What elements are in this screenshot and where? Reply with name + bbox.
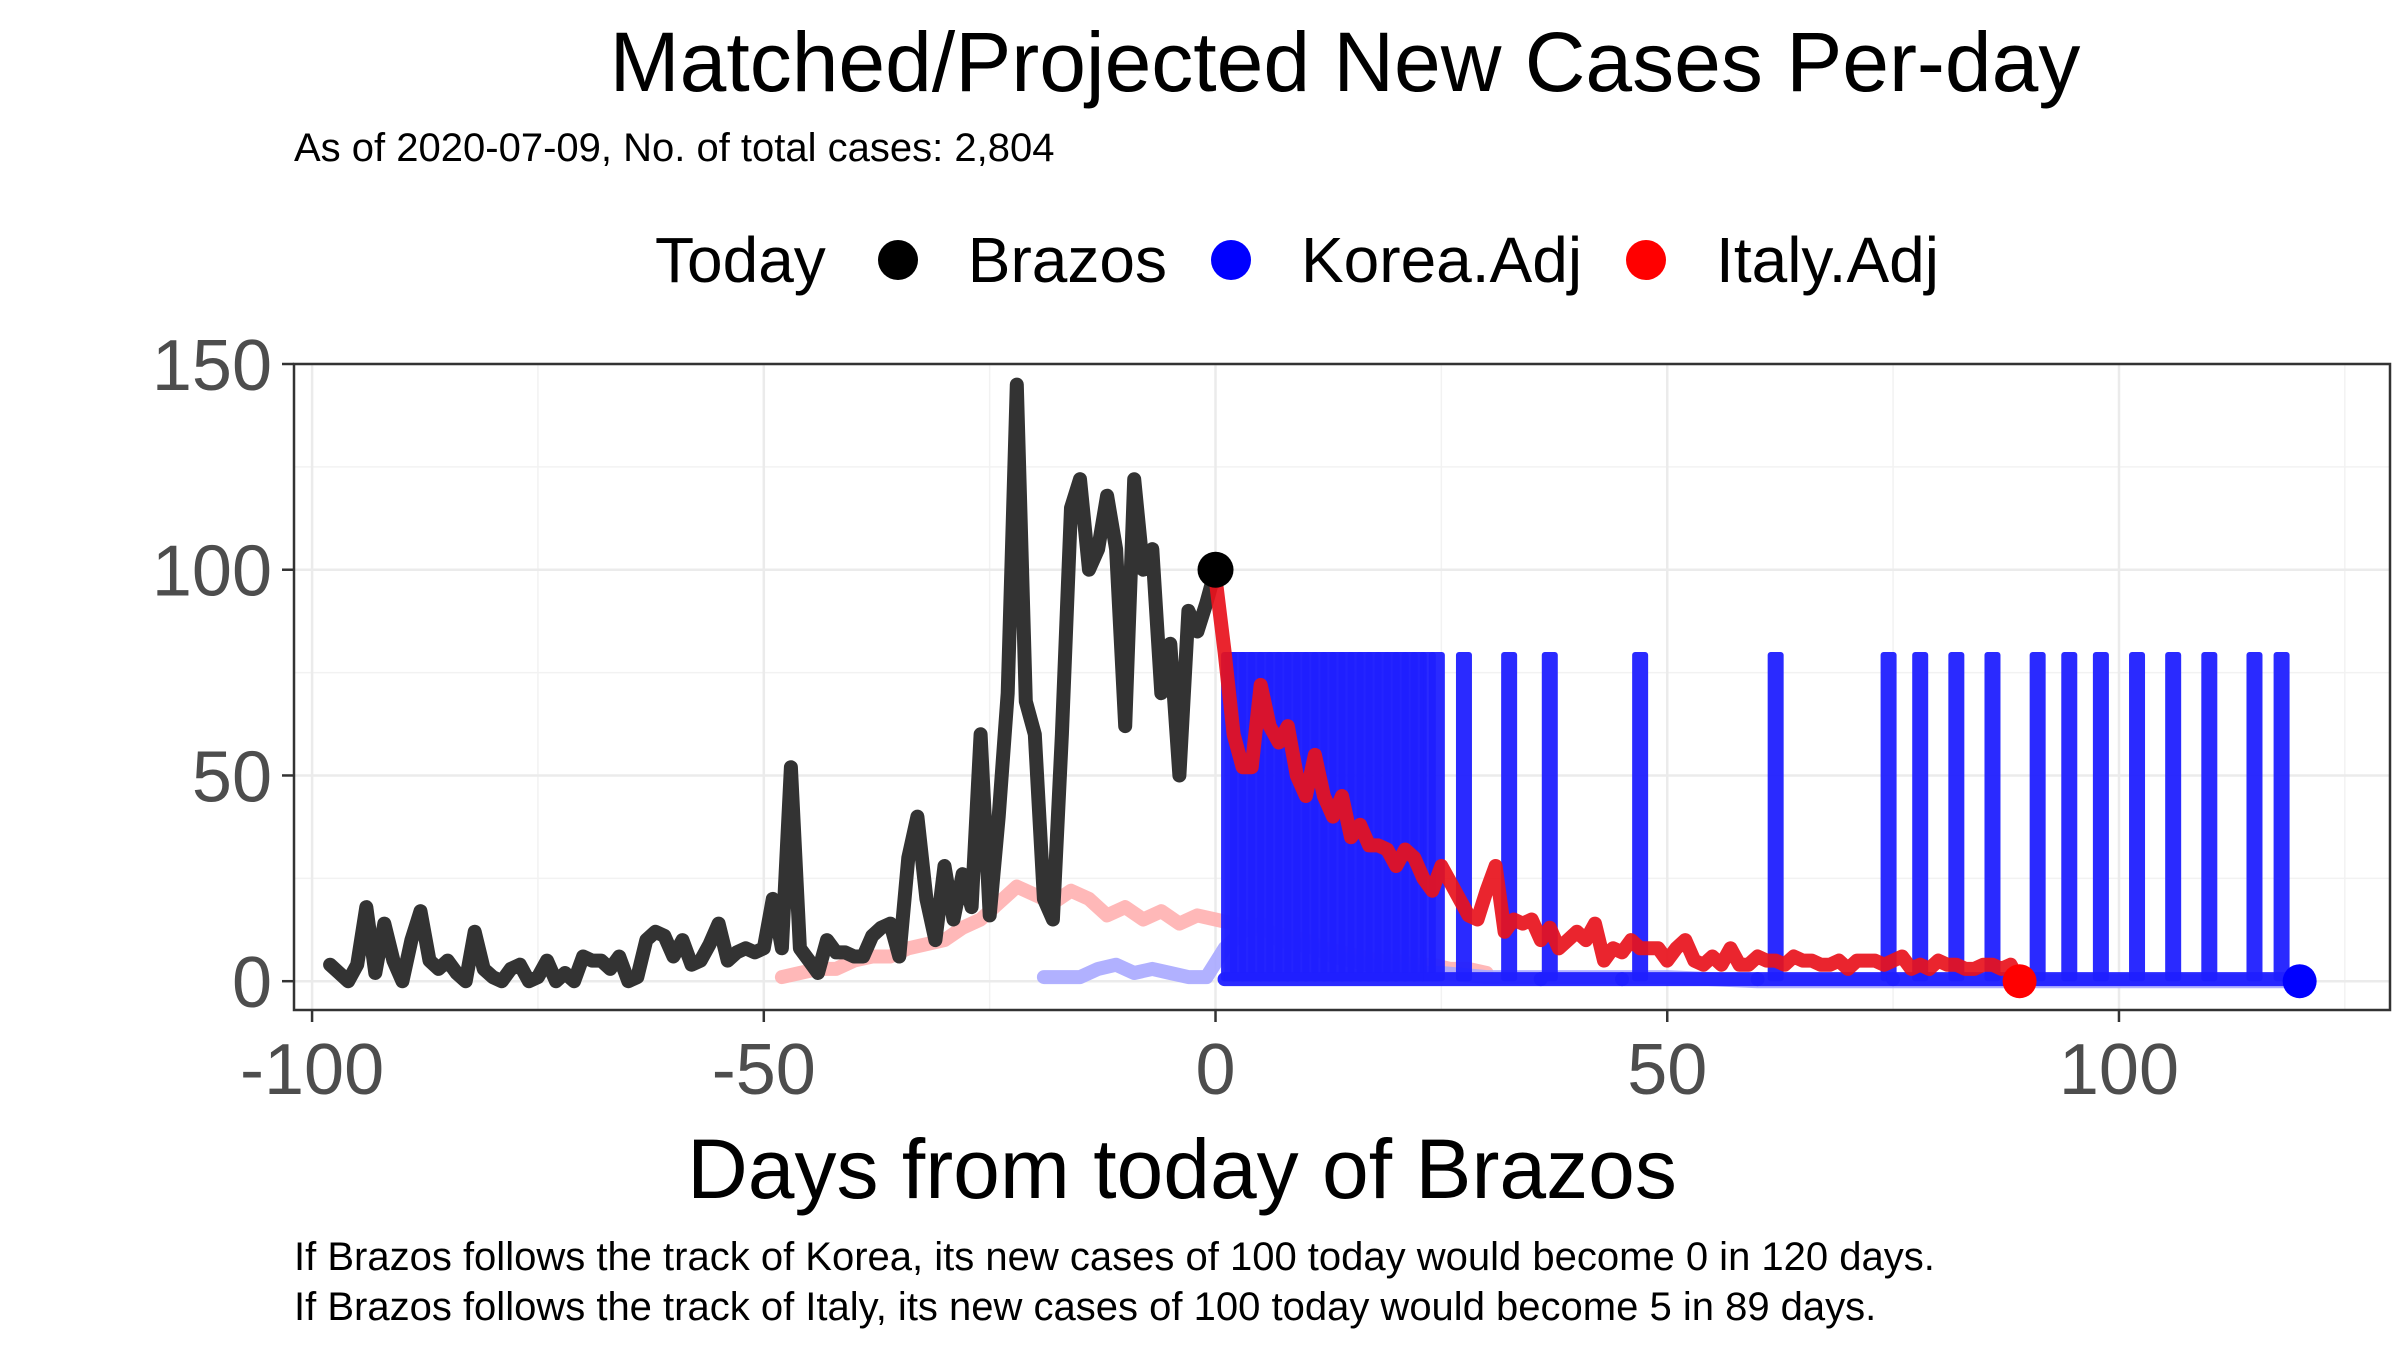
chart-title-text: Matched/Projected New Cases Per-day bbox=[609, 15, 2081, 109]
korea-spike-28 bbox=[1767, 652, 1784, 982]
legend-item-brazos: Brazos bbox=[877, 223, 1167, 297]
annotation-italy: If Brazos follows the track of Italy, it… bbox=[294, 1285, 1877, 1329]
legend-inner: Today Brazos Korea.Adj Italy.Adj bbox=[655, 215, 1983, 305]
italy-end-point bbox=[2002, 964, 2037, 999]
legend-label-italy: Italy.Adj bbox=[1716, 224, 1939, 296]
korea-spike-36 bbox=[2129, 652, 2146, 982]
chart-subtitle: As of 2020-07-09, No. of total cases: 2,… bbox=[294, 126, 1055, 170]
korea-spike-38 bbox=[2201, 652, 2218, 982]
korea-spike-32 bbox=[1984, 652, 2001, 982]
x-tick-label: 50 bbox=[1627, 1030, 1707, 1110]
legend-title: Today bbox=[655, 224, 826, 296]
x-tick-label: -50 bbox=[712, 1030, 816, 1110]
legend-dot-korea bbox=[1210, 240, 1251, 280]
axes: -100 -50 0 50 100 0 50 100 150 bbox=[152, 326, 2179, 1110]
series-italy-line bbox=[1208, 571, 2027, 989]
korea-spike-29 bbox=[1880, 652, 1897, 982]
korea-spike-39 bbox=[2246, 652, 2263, 982]
series-layer bbox=[323, 377, 2317, 999]
legend-dot-brazos bbox=[877, 240, 918, 280]
korea-spike-33 bbox=[2029, 652, 2046, 982]
x-axis-label: Days from today of Brazos bbox=[687, 1122, 1677, 1216]
today-point bbox=[1197, 551, 1234, 588]
korea-end-point bbox=[2282, 964, 2317, 999]
korea-spike-37 bbox=[2165, 652, 2182, 982]
korea-spike-34 bbox=[2061, 652, 2078, 982]
legend-label-brazos: Brazos bbox=[967, 224, 1167, 296]
legend: Today Brazos Korea.Adj Italy.Adj bbox=[0, 215, 2400, 305]
korea-spike-26 bbox=[1541, 652, 1558, 982]
korea-spike-24 bbox=[1455, 652, 1472, 982]
korea-spike-40 bbox=[2273, 652, 2290, 982]
annotation-korea: If Brazos follows the track of Korea, it… bbox=[294, 1235, 1935, 1279]
korea-spike-35 bbox=[2092, 652, 2109, 982]
y-tick-label: 100 bbox=[152, 532, 272, 612]
legend-item-korea: Korea.Adj bbox=[1210, 223, 1583, 297]
y-tick-label: 0 bbox=[232, 943, 272, 1023]
korea-spike-30 bbox=[1912, 652, 1929, 982]
x-tick-label: 0 bbox=[1195, 1030, 1235, 1110]
korea-spike-31 bbox=[1948, 652, 1965, 982]
y-tick-label: 50 bbox=[192, 737, 272, 817]
legend-item-italy: Italy.Adj bbox=[1626, 223, 1939, 297]
x-tick-label: 100 bbox=[2059, 1030, 2179, 1110]
legend-label-korea: Korea.Adj bbox=[1300, 224, 1583, 296]
korea-spike-27 bbox=[1632, 652, 1649, 982]
series-brazos-line bbox=[323, 377, 1223, 989]
legend-dot-italy bbox=[1626, 240, 1667, 280]
chart-title: Matched/Projected New Cases Per-day bbox=[0, 12, 2400, 112]
y-tick-label: 150 bbox=[152, 326, 272, 406]
panel-border bbox=[292, 362, 2392, 1012]
korea-spike-23 bbox=[1428, 652, 1445, 982]
x-tick-label: -100 bbox=[240, 1030, 384, 1110]
